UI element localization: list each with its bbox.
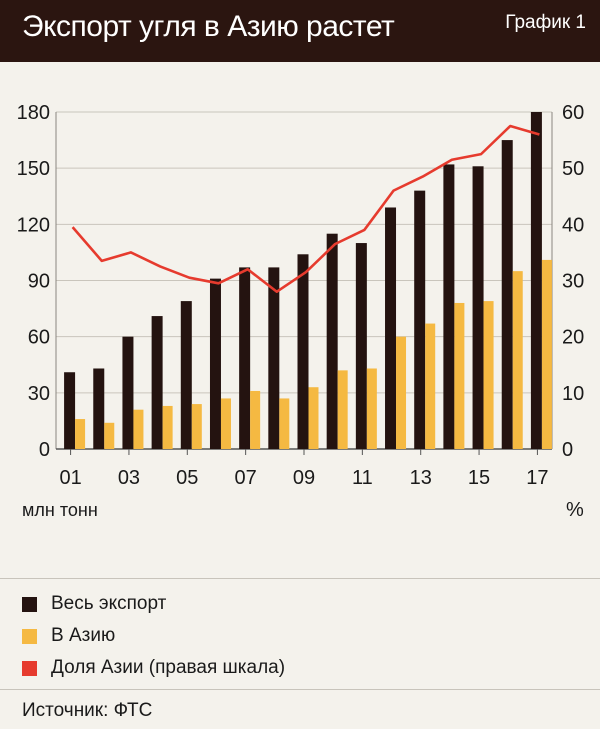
bar-total [151,316,163,449]
bar-total [93,368,105,449]
bar-total [268,267,280,449]
chart-header: Экспорт угля в Азию растет График 1 [0,0,600,62]
bar-asia [279,398,290,449]
x-tick-label: 01 [59,467,81,489]
bar-total [472,166,484,449]
bar-asia [308,387,319,449]
y-tick-right: 40 [562,214,584,236]
bar-asia [483,301,494,449]
bar-total [355,243,367,449]
legend-item-total: Весь экспорт [22,592,166,616]
legend-label-share: Доля Азии (правая шкала) [51,657,286,678]
bar-total [239,267,251,449]
y-tick-left: 30 [28,383,50,405]
bar-asia [366,368,377,449]
source-text: Источник: ФТС [22,700,153,721]
y-tick-right: 20 [562,327,584,349]
bar-total [64,372,76,449]
legend-label-total: Весь экспорт [51,593,167,614]
legend-swatch-share [22,660,37,676]
x-tick-label: 05 [176,467,198,489]
coal-export-chart: 0 30 60 90 120 150 180 0 10 20 30 40 50 60 01 03 05 07 0… [17,102,585,521]
x-tick-label: 15 [468,467,490,489]
bar-asia [454,302,465,449]
chart-number-label: График 1 [505,12,586,33]
y-axis-label-left: млн тонн [22,500,98,520]
legend-label-asia: В Азию [51,625,116,646]
bar-asia [512,271,523,449]
y-tick-right: 60 [562,102,584,124]
bar-asia [396,336,407,449]
bar-asia [250,390,261,449]
bar-total [180,301,192,449]
chart-title: Экспорт угля в Азию растет [22,10,395,43]
bar-asia [191,404,202,449]
bar-total [385,207,397,449]
bar-total [209,278,221,449]
y-tick-left: 180 [17,102,50,124]
bar-total [414,190,426,449]
x-tick-label: 11 [352,467,373,489]
y-axis-label-right: % [566,499,584,521]
bar-asia [337,370,348,449]
y-tick-left: 0 [39,439,50,461]
bar-total [530,112,542,449]
legend-swatch-asia [22,628,37,644]
x-tick-label: 13 [410,467,432,489]
x-tick-label: 03 [118,467,140,489]
y-tick-left: 60 [28,327,50,349]
bar-total [443,164,455,449]
x-tick-label: 09 [293,467,315,489]
legend-item-asia: В Азию [22,624,115,648]
legend-item-share: Доля Азии (правая шкала) [22,656,285,680]
y-tick-right: 0 [562,439,573,461]
bar-asia [75,419,86,449]
chart-legend: Весь экспорт В Азию Доля Азии (правая шк… [0,578,600,689]
bar-total [297,254,309,449]
bar-asia [541,259,552,449]
share-line [71,124,540,294]
bar-asia [162,405,173,449]
bar-asia [425,323,436,449]
y-tick-left: 90 [28,271,50,293]
y-tick-right: 50 [562,158,584,180]
bar-asia [220,398,231,449]
bar-total [501,140,513,449]
y-tick-left: 150 [17,158,50,180]
y-tick-right: 30 [562,271,584,293]
bar-total [122,336,134,449]
bar-asia [133,409,144,449]
bar-asia [104,422,115,449]
x-tick-label: 17 [526,467,548,489]
x-tick-label: 07 [235,467,257,489]
y-tick-right: 10 [562,383,584,405]
y-tick-left: 120 [17,214,50,236]
source-note: Источник: ФТС [0,689,600,730]
bar-total [326,233,338,449]
legend-swatch-total [22,596,37,612]
